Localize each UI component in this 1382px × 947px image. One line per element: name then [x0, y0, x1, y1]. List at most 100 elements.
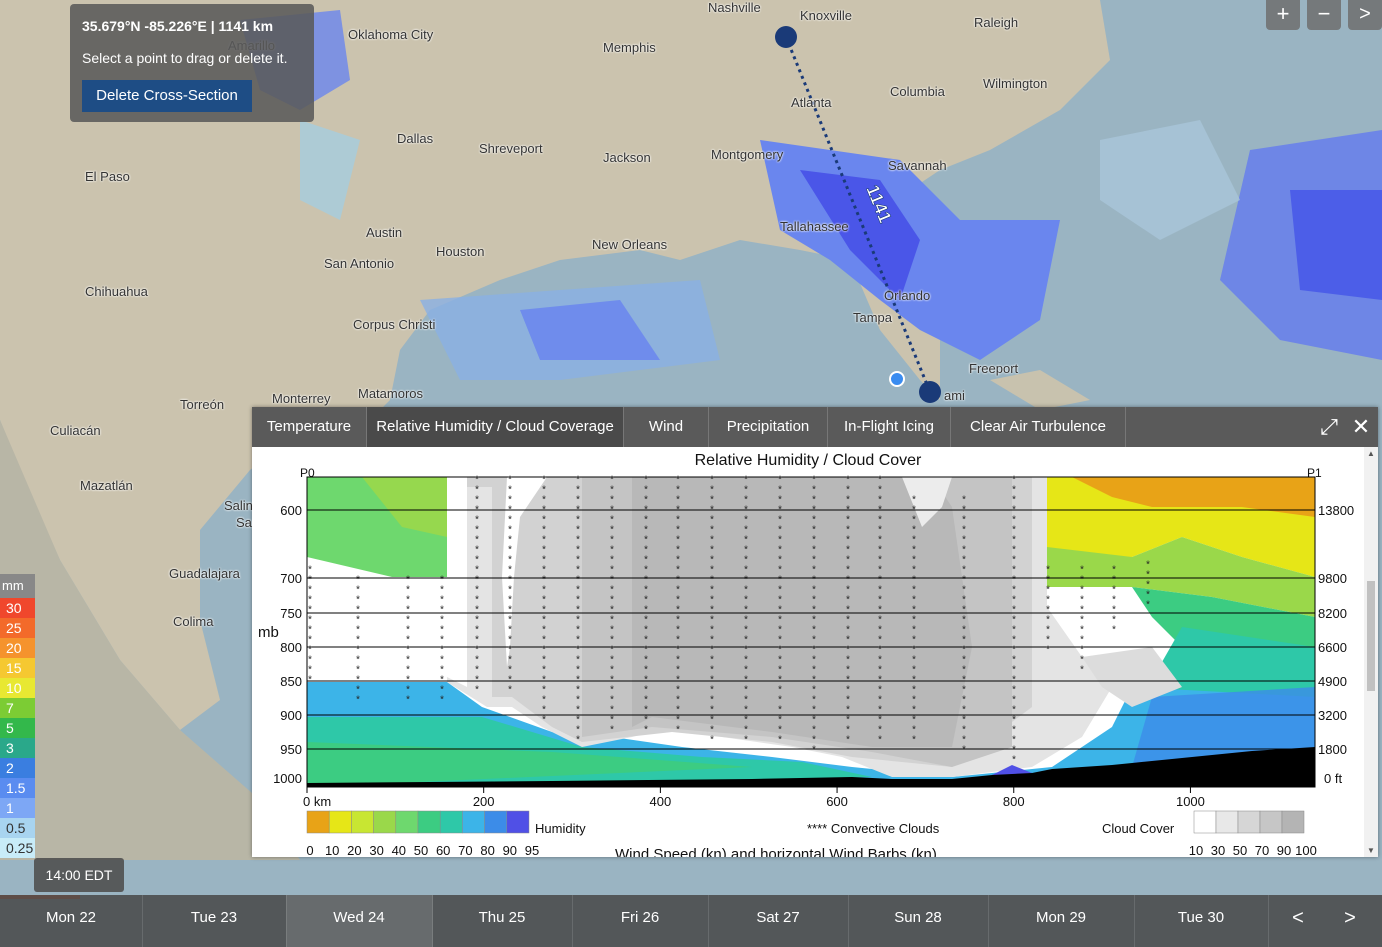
svg-text:*: *	[777, 535, 783, 547]
timeline-prev-button[interactable]: <	[1292, 907, 1304, 929]
timeline-day[interactable]: Mon 22	[0, 895, 143, 947]
svg-text:*: *	[743, 655, 749, 667]
panel-scrollbar[interactable]: ▲ ▼	[1364, 447, 1378, 857]
svg-text:*: *	[877, 615, 883, 627]
timeline-day[interactable]: Wed 24	[286, 895, 433, 947]
zoom-out-button[interactable]: −	[1307, 0, 1341, 30]
svg-text:*: *	[877, 605, 883, 617]
city-label: Austin	[366, 225, 403, 240]
city-label: Knoxville	[800, 8, 853, 23]
svg-text:*: *	[675, 615, 681, 627]
svg-text:*: *	[911, 735, 917, 747]
svg-text:*: *	[961, 525, 967, 537]
svg-text:*: *	[507, 675, 513, 687]
timeline-day[interactable]: Fri 26	[572, 895, 709, 947]
svg-text:*: *	[507, 475, 513, 487]
svg-text:*: *	[811, 655, 817, 667]
svg-text:*: *	[811, 585, 817, 597]
scroll-up-icon[interactable]: ▲	[1367, 449, 1375, 458]
svg-text:*: *	[961, 735, 967, 747]
distance-tick: 400	[650, 794, 672, 809]
timeline-day[interactable]: Mon 29	[988, 895, 1135, 947]
scroll-down-icon[interactable]: ▼	[1367, 846, 1375, 855]
svg-text:*: *	[1011, 605, 1017, 617]
svg-text:*: *	[307, 665, 313, 677]
svg-text:*: *	[1011, 495, 1017, 507]
svg-text:*: *	[911, 495, 917, 507]
svg-text:*: *	[709, 485, 715, 497]
svg-text:*: *	[877, 665, 883, 677]
city-label: Sa	[236, 515, 252, 530]
svg-text:*: *	[877, 515, 883, 527]
svg-text:*: *	[1011, 645, 1017, 657]
svg-text:*: *	[709, 555, 715, 567]
expand-icon[interactable]: ⤢	[1320, 414, 1338, 439]
svg-text:*: *	[811, 565, 817, 577]
svg-text:*: *	[811, 605, 817, 617]
svg-text:*: *	[575, 555, 581, 567]
svg-text:*: *	[675, 545, 681, 557]
timeline-day[interactable]: Sat 27	[708, 895, 849, 947]
svg-text:*: *	[743, 725, 749, 737]
svg-text:*: *	[541, 475, 547, 487]
delete-cross-section-button[interactable]: Delete Cross-Section	[82, 80, 252, 112]
timeline-day[interactable]: Sun 28	[848, 895, 989, 947]
svg-text:*: *	[1079, 625, 1085, 637]
svg-text:*: *	[575, 515, 581, 527]
svg-text:*: *	[643, 515, 649, 527]
svg-text:*: *	[777, 665, 783, 677]
svg-text:*: *	[777, 715, 783, 727]
svg-text:*: *	[541, 655, 547, 667]
tab[interactable]: Wind	[624, 407, 709, 447]
svg-text:*: *	[1011, 745, 1017, 757]
svg-text:*: *	[675, 705, 681, 717]
tab[interactable]: In-Flight Icing	[828, 407, 951, 447]
timeline-day[interactable]: Thu 25	[432, 895, 573, 947]
timeline-day[interactable]: Tue 23	[142, 895, 287, 947]
svg-text:*: *	[507, 615, 513, 627]
svg-text:*: *	[675, 675, 681, 687]
timeline-bar: Mon 22 Tue 23 Wed 24 Thu 25 Fri 26 Sat 27 Sun …	[0, 895, 1382, 947]
tab[interactable]: Clear Air Turbulence	[951, 407, 1126, 447]
svg-text:*: *	[777, 495, 783, 507]
svg-text:*: *	[743, 525, 749, 537]
svg-text:*: *	[877, 585, 883, 597]
tab[interactable]: Precipitation	[709, 407, 828, 447]
svg-text:*: *	[777, 735, 783, 747]
city-label: Shreveport	[479, 141, 543, 156]
svg-text:*: *	[405, 665, 411, 677]
tab[interactable]: Temperature	[252, 407, 367, 447]
svg-text:*: *	[609, 705, 615, 717]
timeline-day[interactable]: Tue 30	[1134, 895, 1269, 947]
svg-text:*: *	[811, 545, 817, 557]
pressure-tick: 900	[280, 708, 302, 723]
svg-text:*: *	[961, 535, 967, 547]
svg-text:*: *	[643, 685, 649, 697]
svg-text:*: *	[777, 645, 783, 657]
svg-text:*: *	[609, 655, 615, 667]
svg-text:*: *	[405, 675, 411, 687]
svg-text:*: *	[474, 585, 480, 597]
svg-text:*: *	[743, 605, 749, 617]
city-label: New Orleans	[592, 237, 668, 252]
pressure-tick: 950	[280, 742, 302, 757]
svg-text:*: *	[541, 705, 547, 717]
timeline-next-button[interactable]: >	[1344, 907, 1356, 929]
svg-text:*: *	[1011, 615, 1017, 627]
svg-text:*: *	[961, 705, 967, 717]
city-label: Oklahoma City	[348, 27, 434, 42]
tab[interactable]: Relative Humidity / Cloud Coverage	[367, 407, 624, 447]
svg-text:*: *	[675, 575, 681, 587]
precipitation-legend: mm 30 25 20 15 10 7 5 3 2 1.5 1 0.5 0.25	[0, 574, 35, 858]
svg-text:*: *	[439, 695, 445, 707]
svg-text:*: *	[877, 725, 883, 737]
next-arrow-icon[interactable]: >	[1348, 0, 1382, 30]
svg-text:*: *	[541, 675, 547, 687]
humidity-legend-value: 40	[392, 843, 406, 857]
scroll-thumb[interactable]	[1367, 581, 1375, 691]
close-icon[interactable]: ✕	[1351, 414, 1371, 439]
svg-text:*: *	[575, 645, 581, 657]
svg-text:*: *	[507, 655, 513, 667]
svg-text:*: *	[1011, 665, 1017, 677]
zoom-in-button[interactable]: +	[1266, 0, 1300, 30]
